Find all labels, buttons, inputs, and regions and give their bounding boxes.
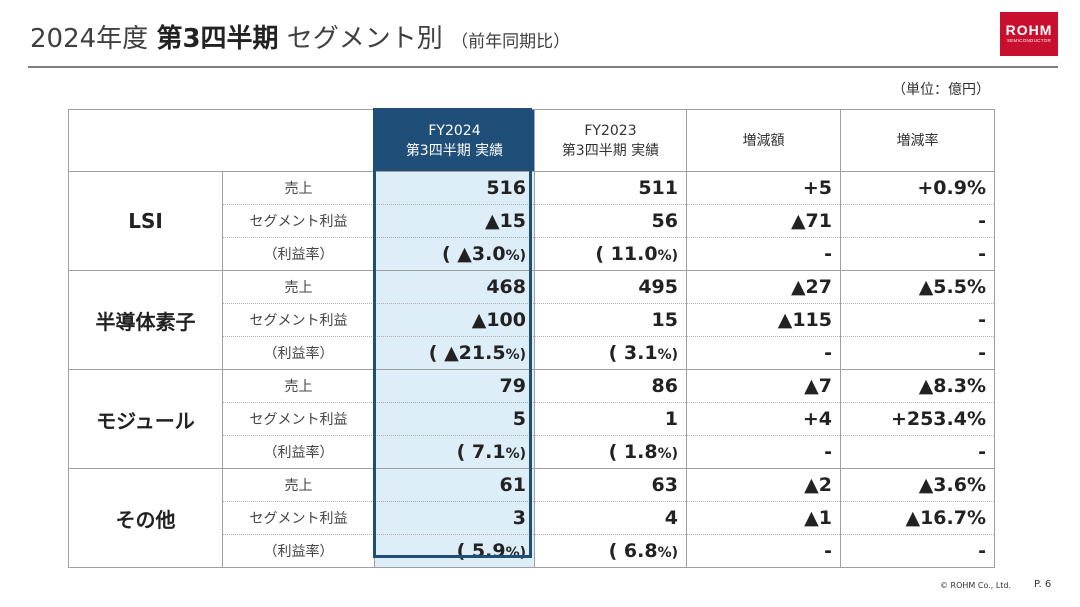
cell-fy2024: ▲100 xyxy=(374,303,535,337)
row-label: セグメント利益 xyxy=(222,303,375,337)
title-note: （前年同期比） xyxy=(451,32,571,52)
segment-results-table: FY2024 第3四半期 実績 FY2023 第3四半期 実績 増減額 増減率 LS… xyxy=(68,109,995,568)
cell-rate: - xyxy=(840,435,995,469)
cell-rate: - xyxy=(840,336,995,370)
table-row: セグメント利益 ▲15 56 ▲71 - xyxy=(69,204,995,238)
cell-change: - xyxy=(686,336,841,370)
cell-change: +4 xyxy=(686,402,841,436)
row-label: （利益率） xyxy=(222,336,375,370)
table-row: LSI 売上 516 511 +5 +0.9% xyxy=(68,171,995,271)
table-row: （利益率） ( 5.9%) ( 6.8%) - - xyxy=(69,534,995,568)
title-divider xyxy=(28,66,1058,68)
table-row: セグメント利益 3 4 ▲1 ▲16.7% xyxy=(69,501,995,535)
cell-fy2023: 15 xyxy=(534,303,687,337)
row-label: 売上 xyxy=(222,171,375,205)
header-blank xyxy=(68,109,375,172)
row-label: 売上 xyxy=(222,468,375,502)
header-rate: 増減率 xyxy=(840,109,995,172)
cell-fy2024: ( ▲21.5%) xyxy=(374,336,535,370)
cell-rate: ▲8.3% xyxy=(840,369,995,403)
cell-fy2023: 86 xyxy=(534,369,687,403)
cell-fy2024: 3 xyxy=(374,501,535,535)
cell-change: ▲2 xyxy=(686,468,841,502)
segment-name: モジュール xyxy=(68,369,223,469)
page-number: P. 6 xyxy=(1034,579,1052,590)
cell-rate: ▲5.5% xyxy=(840,270,995,304)
table-row: セグメント利益 5 1 +4 +253.4% xyxy=(69,402,995,436)
table-row: （利益率） ( 7.1%) ( 1.8%) - - xyxy=(69,435,995,469)
cell-fy2024: 5 xyxy=(374,402,535,436)
unit-label: （単位：億円） xyxy=(892,82,990,98)
cell-change: ▲1 xyxy=(686,501,841,535)
title-quarter: 第3四半期 xyxy=(156,24,279,54)
segment-name: その他 xyxy=(68,468,223,568)
logo-name: ROHM xyxy=(1005,22,1053,38)
table-row: モジュール 売上 79 86 ▲7 ▲8.3% xyxy=(68,369,995,469)
table-row: 半導体素子 売上 468 495 ▲27 ▲5.5% xyxy=(68,270,995,370)
cell-rate: +253.4% xyxy=(840,402,995,436)
cell-change: - xyxy=(686,237,841,271)
cell-fy2023: 63 xyxy=(534,468,687,502)
cell-rate: - xyxy=(840,237,995,271)
row-label: （利益率） xyxy=(222,435,375,469)
cell-change: ▲115 xyxy=(686,303,841,337)
cell-fy2024: ▲15 xyxy=(374,204,535,238)
cell-fy2023: ( 6.8%) xyxy=(534,534,687,568)
cell-change: +5 xyxy=(686,171,841,205)
cell-fy2024: ( ▲3.0%) xyxy=(374,237,535,271)
footer-copyright: © ROHM Co., Ltd. xyxy=(940,581,1012,590)
cell-fy2024: 79 xyxy=(374,369,535,403)
cell-change: ▲7 xyxy=(686,369,841,403)
row-label: セグメント利益 xyxy=(222,501,375,535)
header-change: 増減額 xyxy=(686,109,841,172)
cell-rate: ▲3.6% xyxy=(840,468,995,502)
row-label: 売上 xyxy=(222,270,375,304)
header-fy2024: FY2024 第3四半期 実績 xyxy=(374,109,535,172)
segment-name: 半導体素子 xyxy=(68,270,223,370)
page-title: 2024年度 第3四半期 セグメント別 （前年同期比） xyxy=(30,18,570,55)
header-row: FY2024 第3四半期 実績 FY2023 第3四半期 実績 増減額 増減率 xyxy=(68,109,995,172)
table-row: セグメント利益 ▲100 15 ▲115 - xyxy=(69,303,995,337)
row-label: セグメント利益 xyxy=(222,402,375,436)
cell-rate: - xyxy=(840,204,995,238)
cell-fy2023: ( 1.8%) xyxy=(534,435,687,469)
header-fy2023: FY2023 第3四半期 実績 xyxy=(534,109,687,172)
cell-fy2023: 495 xyxy=(534,270,687,304)
row-label: セグメント利益 xyxy=(222,204,375,238)
cell-fy2023: 4 xyxy=(534,501,687,535)
cell-fy2023: 56 xyxy=(534,204,687,238)
cell-fy2024: 516 xyxy=(374,171,535,205)
cell-fy2023: 1 xyxy=(534,402,687,436)
rohm-logo: ROHM SEMICONDUCTOR xyxy=(1000,12,1058,56)
row-label: 売上 xyxy=(222,369,375,403)
row-label: （利益率） xyxy=(222,237,375,271)
cell-fy2024: 61 xyxy=(374,468,535,502)
cell-fy2024: ( 5.9%) xyxy=(374,534,535,568)
cell-change: ▲27 xyxy=(686,270,841,304)
cell-change: - xyxy=(686,534,841,568)
cell-rate: +0.9% xyxy=(840,171,995,205)
cell-fy2024: ( 7.1%) xyxy=(374,435,535,469)
cell-change: ▲71 xyxy=(686,204,841,238)
title-year: 2024年度 xyxy=(30,24,149,54)
table-row: （利益率） ( ▲3.0%) ( 11.0%) - - xyxy=(69,237,995,271)
cell-fy2023: 511 xyxy=(534,171,687,205)
cell-rate: ▲16.7% xyxy=(840,501,995,535)
title-segment: セグメント別 xyxy=(286,24,443,54)
cell-fy2023: ( 3.1%) xyxy=(534,336,687,370)
logo-sub: SEMICONDUCTOR xyxy=(1006,38,1052,43)
cell-fy2023: ( 11.0%) xyxy=(534,237,687,271)
segment-name: LSI xyxy=(68,171,223,271)
cell-rate: - xyxy=(840,303,995,337)
table-row: その他 売上 61 63 ▲2 ▲3.6% xyxy=(68,468,995,568)
cell-rate: - xyxy=(840,534,995,568)
cell-fy2024: 468 xyxy=(374,270,535,304)
row-label: （利益率） xyxy=(222,534,375,568)
cell-change: - xyxy=(686,435,841,469)
